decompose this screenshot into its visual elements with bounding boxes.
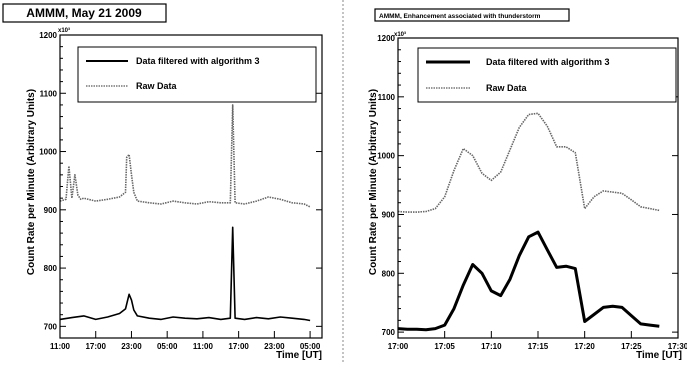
left-x-tick-label: 23:00 — [264, 342, 285, 351]
left-legend-label-raw: Raw Data — [136, 81, 178, 91]
right-chart-title: AMMM, Enhancement associated with thunde… — [379, 13, 541, 20]
left-y-axis-label: Count Rate per Minute (Arbitrary Units) — [26, 89, 37, 275]
left-plot-frame — [59, 34, 323, 339]
left-x-axis-label: Time [UT] — [276, 350, 322, 361]
right-series-filtered-line — [397, 230, 660, 332]
right-y-tick-label: 900 — [382, 210, 396, 219]
left-y-tick-label: 900 — [44, 206, 58, 215]
right-x-ticks: 17:00 17:05 17:10 17:15 17:20 17:25 17:30 — [388, 331, 687, 351]
right-x-tick-label: 17:05 — [434, 342, 455, 351]
left-x-tick-label: 23:00 — [121, 342, 142, 351]
right-y-tick-label: 1100 — [378, 93, 396, 102]
right-panel: AMMM, Enhancement associated with thunde… — [368, 8, 687, 361]
left-x-tick-label: 11:00 — [193, 342, 214, 351]
left-series — [59, 104, 311, 322]
right-title-box — [374, 8, 570, 22]
right-plot-frame — [397, 37, 679, 339]
left-x-ticks: 11:00 17:00 23:00 05:00 11:00 17:00 23:00 05:00 — [50, 331, 321, 351]
left-x-tick-label: 17:00 — [85, 342, 106, 351]
right-y-tick-label: 700 — [382, 328, 396, 337]
left-x-tick-label: 17:00 — [228, 342, 249, 351]
right-legend — [417, 47, 677, 103]
left-x-tick-label: 05:00 — [157, 342, 178, 351]
right-x-tick-label: 17:10 — [481, 342, 502, 351]
left-legend-label-filtered: Data filtered with algorithm 3 — [136, 56, 260, 66]
left-y-ticks: 700 800 900 1000 1100 1200 — [39, 31, 322, 331]
left-y-tick-label: 800 — [44, 264, 58, 273]
right-x-axis-label: Time [UT] — [636, 350, 682, 361]
left-series-filtered-line — [59, 226, 311, 322]
left-title-box — [2, 3, 167, 23]
left-y-tick-label: 700 — [44, 322, 58, 331]
left-legend — [77, 46, 317, 103]
left-y-tick-label: 1000 — [39, 148, 57, 157]
left-series-raw-line — [59, 104, 311, 208]
right-series-raw-line — [397, 112, 660, 213]
right-x-tick-label: 17:15 — [528, 342, 549, 351]
right-x-tick-label: 17:20 — [574, 342, 595, 351]
right-y-axis-label: Count Rate per Minute (Arbitrary Units) — [368, 89, 379, 275]
left-x-tick-label: 05:00 — [300, 342, 321, 351]
left-y-tick-label: 1100 — [40, 89, 58, 98]
right-y-tick-label: 800 — [382, 269, 396, 278]
right-y-tick-label: 1200 — [377, 34, 395, 43]
right-x-tick-label: 17:30 — [668, 342, 687, 351]
right-y-multiplier: x10³ — [394, 31, 406, 38]
left-chart-title: AMMM, May 21 2009 — [26, 6, 142, 20]
left-y-tick-label: 1200 — [39, 31, 57, 40]
left-y-multiplier: x10³ — [58, 27, 70, 34]
right-legend-label-filtered: Data filtered with algorithm 3 — [486, 57, 610, 67]
left-panel: AMMM, May 21 2009 x10³ Count Rate per Mi… — [2, 3, 323, 361]
right-y-tick-label: 1000 — [377, 152, 395, 161]
right-legend-label-raw: Raw Data — [486, 83, 528, 93]
right-series — [397, 112, 660, 332]
right-x-tick-label: 17:25 — [621, 342, 642, 351]
left-x-tick-label: 11:00 — [50, 342, 71, 351]
right-x-tick-label: 17:00 — [388, 342, 409, 351]
